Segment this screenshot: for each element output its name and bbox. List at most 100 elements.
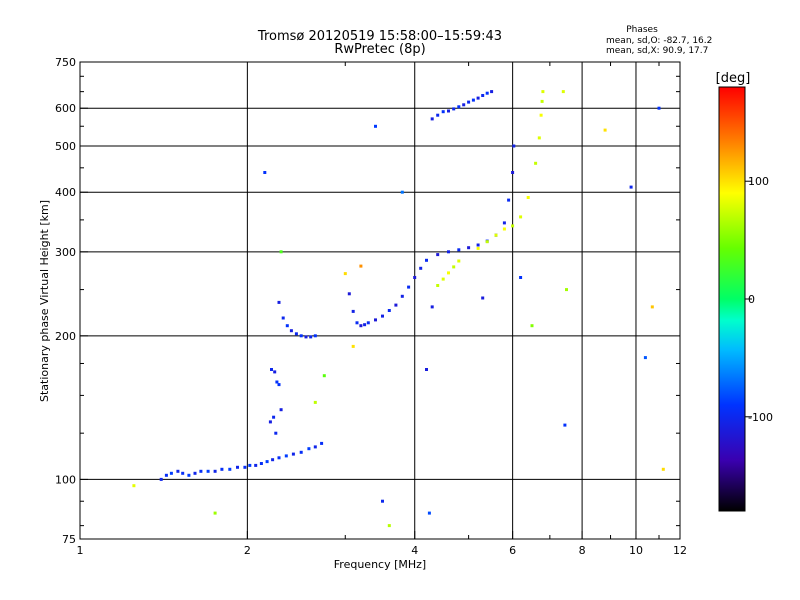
plot-area (79, 61, 681, 540)
data-point (271, 458, 275, 462)
data-point (277, 383, 281, 387)
data-point (307, 447, 311, 451)
data-point (394, 303, 398, 307)
chart-subtitle: RwPretec (8p) (334, 42, 425, 57)
data-point (355, 321, 359, 325)
y-tick-label: 500 (55, 140, 76, 153)
data-point (387, 309, 391, 312)
data-point (213, 469, 217, 473)
data-point (164, 473, 168, 477)
x-tick-label: 1 (77, 544, 84, 557)
colorbar-tick-label: -100 (748, 411, 773, 424)
data-point (279, 250, 283, 254)
data-point (277, 456, 281, 460)
data-point (281, 316, 285, 320)
data-point (248, 463, 252, 467)
data-point (181, 471, 185, 475)
x-axis-ticks: 1 2 4 6 8 10 12 (77, 62, 687, 557)
data-point (485, 240, 489, 244)
chart-title: Tromsø 20120519 15:58:00–15:59:43 (257, 29, 502, 44)
colorbar (718, 86, 746, 512)
x-tick-label: 6 (509, 544, 516, 557)
data-point (441, 277, 445, 281)
data-point (285, 324, 289, 328)
data-point (273, 370, 277, 374)
data-point (274, 431, 278, 435)
data-point (351, 344, 355, 348)
data-point (425, 368, 428, 371)
data-point (537, 136, 541, 140)
data-point (363, 323, 367, 327)
data-point (436, 284, 440, 287)
legend-line-o: mean, sd,O: -82.7, 16.2 (606, 36, 712, 46)
data-point (657, 106, 661, 110)
data-point (526, 196, 530, 199)
data-point (289, 329, 293, 333)
data-point (313, 445, 317, 449)
data-point (254, 463, 258, 467)
data-point (476, 246, 480, 250)
data-point (427, 511, 431, 515)
data-point (263, 171, 267, 174)
data-point (366, 321, 370, 325)
y-tick-label: 400 (55, 186, 76, 199)
data-point (381, 314, 384, 318)
data-point (313, 334, 317, 338)
data-point (643, 356, 647, 360)
data-point (507, 198, 511, 202)
data-point (485, 91, 489, 95)
data-point (279, 408, 283, 412)
data-point (374, 124, 377, 128)
x-tick-label: 8 (579, 544, 586, 557)
y-tick-label: 200 (55, 330, 76, 343)
data-point (387, 524, 391, 528)
data-point (259, 462, 263, 465)
data-point (650, 305, 654, 309)
data-point (481, 94, 485, 97)
legend-line-x: mean, sd,X: 90.9, 17.7 (606, 46, 708, 56)
data-point (419, 266, 423, 270)
y-tick-label: 600 (55, 102, 76, 115)
data-point (284, 454, 288, 458)
data-point (629, 185, 633, 189)
data-point (277, 300, 281, 304)
data-point (519, 276, 523, 279)
data-point (512, 144, 516, 148)
data-point (374, 318, 377, 322)
data-point (236, 465, 239, 469)
data-point (359, 264, 363, 268)
data-point (511, 171, 515, 174)
y-tick-label: 750 (55, 56, 76, 69)
x-tick-label: 10 (629, 544, 643, 557)
x-tick-label: 2 (244, 544, 251, 557)
data-point (299, 334, 303, 338)
data-point (462, 103, 466, 107)
data-point (199, 469, 203, 473)
colorbar-ticks: 100 0 -100 (745, 175, 773, 424)
data-point (228, 467, 232, 471)
data-point (343, 272, 347, 276)
data-point (540, 99, 544, 103)
y-tick-label: 75 (62, 533, 76, 546)
data-point (413, 276, 417, 279)
data-point (265, 460, 269, 464)
data-point (481, 296, 485, 300)
y-axis-label: Stationary phase Virtual Height [km] (38, 200, 51, 402)
data-point (436, 253, 440, 257)
data-point (530, 324, 534, 328)
data-point (430, 117, 434, 121)
data-point (270, 368, 273, 371)
data-point (476, 243, 480, 247)
data-point (447, 109, 450, 113)
colorbar-tick-label: 0 (748, 293, 755, 306)
data-point (541, 90, 545, 94)
data-point (322, 374, 326, 378)
data-point (159, 477, 163, 481)
data-point (502, 227, 506, 231)
data-point (400, 190, 404, 194)
data-point (294, 332, 298, 336)
data-point (519, 215, 523, 219)
x-axis-label: Frequency [MHz] (334, 558, 426, 571)
data-point (304, 335, 308, 339)
